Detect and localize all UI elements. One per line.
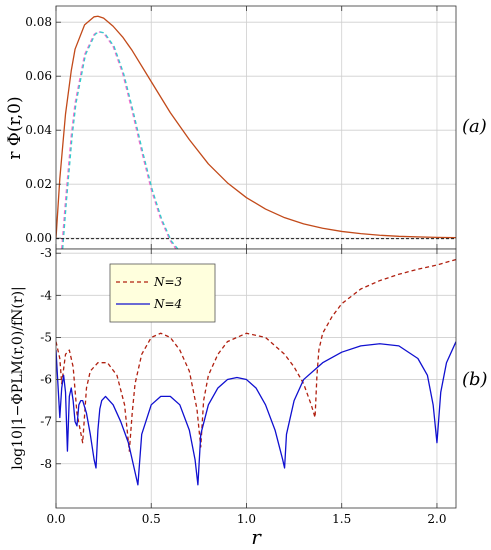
y-tick-label-b-4: -7 (40, 415, 52, 429)
y-tick-label-a-2: 0.04 (25, 123, 52, 137)
plot-area-a (56, 6, 456, 249)
x-tick-label-4: 2.0 (427, 512, 446, 526)
y-axis-label-b: log10|1−ΦPLM(r,0)/fN(r)| (10, 286, 26, 469)
series-line-b-1 (56, 341, 456, 486)
panel-a: 0.00 0.02 0.04 0.06 0.08 r Φ(r,0) (a) (5, 5, 487, 250)
x-tick-label-2: 1.0 (237, 512, 256, 526)
series-line-a-1 (61, 31, 177, 249)
x-tick-label-1: 0.5 (142, 512, 161, 526)
series-group-a (56, 15, 456, 249)
grid-a (56, 6, 456, 249)
x-tick-label-3: 1.5 (332, 512, 351, 526)
legend: N=3 N=4 (109, 263, 216, 323)
y-tick-label-a-3: 0.06 (25, 69, 52, 83)
legend-label-n4: N=4 (153, 297, 182, 311)
panel-label-a: (a) (462, 116, 487, 137)
series-group-b (56, 258, 456, 486)
series-line-a-2 (62, 31, 179, 249)
y-axis-label-a: r Φ(r,0) (5, 96, 25, 159)
y-tick-label-b-2: -5 (40, 330, 52, 344)
legend-box (109, 263, 216, 323)
series-line-a-0 (56, 15, 456, 239)
legend-label-n3: N=3 (153, 275, 183, 289)
x-ticks-b: 0.0 0.5 1.0 1.5 2.0 (46, 512, 446, 526)
frame-b (55, 248, 457, 509)
grid-b (56, 249, 456, 508)
y-tick-label-b-0: -3 (40, 246, 52, 260)
panel-b: -3 -4 -5 -6 -7 -8 0.0 0.5 1.0 1.5 2.0 log10|1−ΦPL… (10, 246, 488, 549)
y-tick-label-b-1: -4 (40, 288, 52, 302)
y-tick-label-a-4: 0.08 (25, 15, 52, 29)
y-ticks-a: 0.00 0.02 0.04 0.06 0.08 (25, 6, 438, 249)
panel-label-b: (b) (462, 369, 488, 390)
y-tick-label-a-1: 0.02 (25, 177, 52, 191)
y-tick-label-b-5: -8 (40, 457, 52, 471)
y-tick-label-b-3: -6 (40, 373, 52, 387)
x-axis-label: r (251, 525, 262, 549)
x-tick-label-0: 0.0 (46, 512, 65, 526)
y-tick-label-a-0: 0.00 (25, 231, 52, 245)
